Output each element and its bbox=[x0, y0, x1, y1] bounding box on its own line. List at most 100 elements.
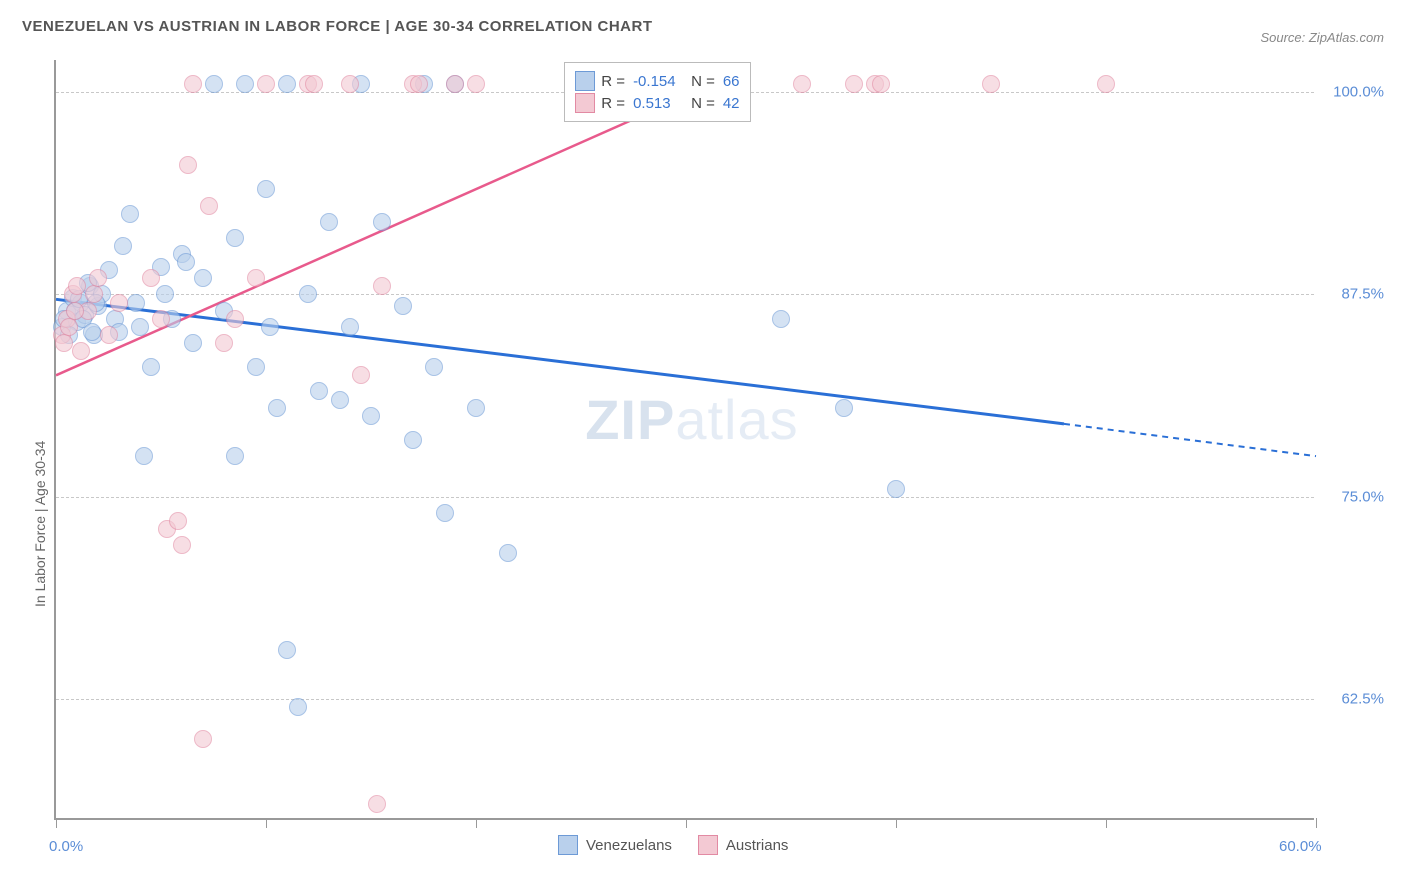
scatter-point bbox=[320, 213, 338, 231]
trend-line-extension bbox=[1064, 424, 1316, 456]
legend-swatch bbox=[575, 71, 595, 91]
legend-swatch bbox=[698, 835, 718, 855]
trend-lines-svg bbox=[56, 60, 1316, 820]
scatter-point bbox=[215, 334, 233, 352]
y-axis-label: In Labor Force | Age 30-34 bbox=[32, 441, 48, 607]
scatter-point bbox=[184, 75, 202, 93]
scatter-point bbox=[173, 536, 191, 554]
scatter-point bbox=[142, 269, 160, 287]
scatter-point bbox=[341, 75, 359, 93]
scatter-point bbox=[200, 197, 218, 215]
x-tick bbox=[1316, 818, 1317, 828]
scatter-point bbox=[194, 269, 212, 287]
scatter-point bbox=[85, 285, 103, 303]
scatter-point bbox=[425, 358, 443, 376]
scatter-point bbox=[247, 269, 265, 287]
scatter-point bbox=[89, 269, 107, 287]
scatter-point bbox=[179, 156, 197, 174]
scatter-point bbox=[362, 407, 380, 425]
scatter-point bbox=[373, 213, 391, 231]
x-axis-min-label: 0.0% bbox=[49, 838, 83, 855]
source-attribution: Source: ZipAtlas.com bbox=[1260, 30, 1384, 45]
scatter-point bbox=[226, 229, 244, 247]
scatter-point bbox=[100, 326, 118, 344]
scatter-point bbox=[257, 75, 275, 93]
scatter-point bbox=[60, 318, 78, 336]
scatter-point bbox=[410, 75, 428, 93]
scatter-point bbox=[467, 399, 485, 417]
scatter-point bbox=[289, 698, 307, 716]
scatter-point bbox=[268, 399, 286, 417]
scatter-point bbox=[257, 180, 275, 198]
chart-title: VENEZUELAN VS AUSTRIAN IN LABOR FORCE | … bbox=[22, 18, 653, 35]
plot-area: ZIPatlas 62.5%75.0%87.5%100.0% bbox=[54, 60, 1314, 820]
y-tick-label: 62.5% bbox=[1341, 690, 1384, 707]
legend-swatch bbox=[575, 93, 595, 113]
scatter-point bbox=[1097, 75, 1115, 93]
scatter-point bbox=[261, 318, 279, 336]
scatter-point bbox=[83, 323, 101, 341]
bottom-legend: Venezuelans Austrians bbox=[558, 835, 806, 855]
n-value: 42 bbox=[723, 95, 740, 112]
scatter-point bbox=[278, 641, 296, 659]
legend-swatch bbox=[558, 835, 578, 855]
scatter-point bbox=[982, 75, 1000, 93]
trend-line bbox=[56, 299, 1064, 424]
scatter-point bbox=[793, 75, 811, 93]
legend-label: Austrians bbox=[726, 837, 789, 854]
scatter-point bbox=[305, 75, 323, 93]
scatter-point bbox=[68, 277, 86, 295]
scatter-point bbox=[177, 253, 195, 271]
scatter-point bbox=[131, 318, 149, 336]
scatter-point bbox=[66, 302, 84, 320]
scatter-point bbox=[368, 795, 386, 813]
scatter-point bbox=[135, 447, 153, 465]
scatter-point bbox=[499, 544, 517, 562]
scatter-point bbox=[55, 334, 73, 352]
scatter-point bbox=[299, 285, 317, 303]
scatter-point bbox=[772, 310, 790, 328]
scatter-point bbox=[247, 358, 265, 376]
scatter-point bbox=[887, 480, 905, 498]
r-label: R = bbox=[601, 95, 625, 112]
scatter-point bbox=[835, 399, 853, 417]
scatter-point bbox=[127, 294, 145, 312]
y-tick-label: 75.0% bbox=[1341, 488, 1384, 505]
scatter-point bbox=[226, 447, 244, 465]
scatter-point bbox=[872, 75, 890, 93]
correlation-row: R =-0.154N =66 bbox=[575, 71, 739, 91]
r-label: R = bbox=[601, 73, 625, 90]
scatter-point bbox=[184, 334, 202, 352]
scatter-point bbox=[341, 318, 359, 336]
scatter-point bbox=[278, 75, 296, 93]
scatter-point bbox=[226, 310, 244, 328]
scatter-point bbox=[331, 391, 349, 409]
n-value: 66 bbox=[723, 73, 740, 90]
scatter-point bbox=[142, 358, 160, 376]
n-label: N = bbox=[691, 73, 715, 90]
scatter-point bbox=[845, 75, 863, 93]
legend-label: Venezuelans bbox=[586, 837, 672, 854]
scatter-point bbox=[194, 730, 212, 748]
scatter-point bbox=[310, 382, 328, 400]
scatter-point bbox=[205, 75, 223, 93]
correlation-legend-box: R =-0.154N =66R =0.513N =42 bbox=[564, 62, 750, 122]
y-tick-label: 87.5% bbox=[1341, 286, 1384, 303]
scatter-point bbox=[436, 504, 454, 522]
scatter-point bbox=[72, 342, 90, 360]
scatter-point bbox=[394, 297, 412, 315]
scatter-point bbox=[373, 277, 391, 295]
scatter-point bbox=[467, 75, 485, 93]
n-label: N = bbox=[691, 95, 715, 112]
scatter-point bbox=[169, 512, 187, 530]
scatter-point bbox=[404, 431, 422, 449]
scatter-point bbox=[152, 310, 170, 328]
correlation-row: R = 0.513 N = 42 bbox=[575, 93, 739, 113]
scatter-point bbox=[110, 294, 128, 312]
y-tick-label: 100.0% bbox=[1333, 84, 1384, 101]
chart-container: VENEZUELAN VS AUSTRIAN IN LABOR FORCE | … bbox=[0, 0, 1406, 892]
scatter-point bbox=[121, 205, 139, 223]
scatter-point bbox=[236, 75, 254, 93]
scatter-point bbox=[156, 285, 174, 303]
r-value: 0.513 bbox=[633, 95, 685, 112]
